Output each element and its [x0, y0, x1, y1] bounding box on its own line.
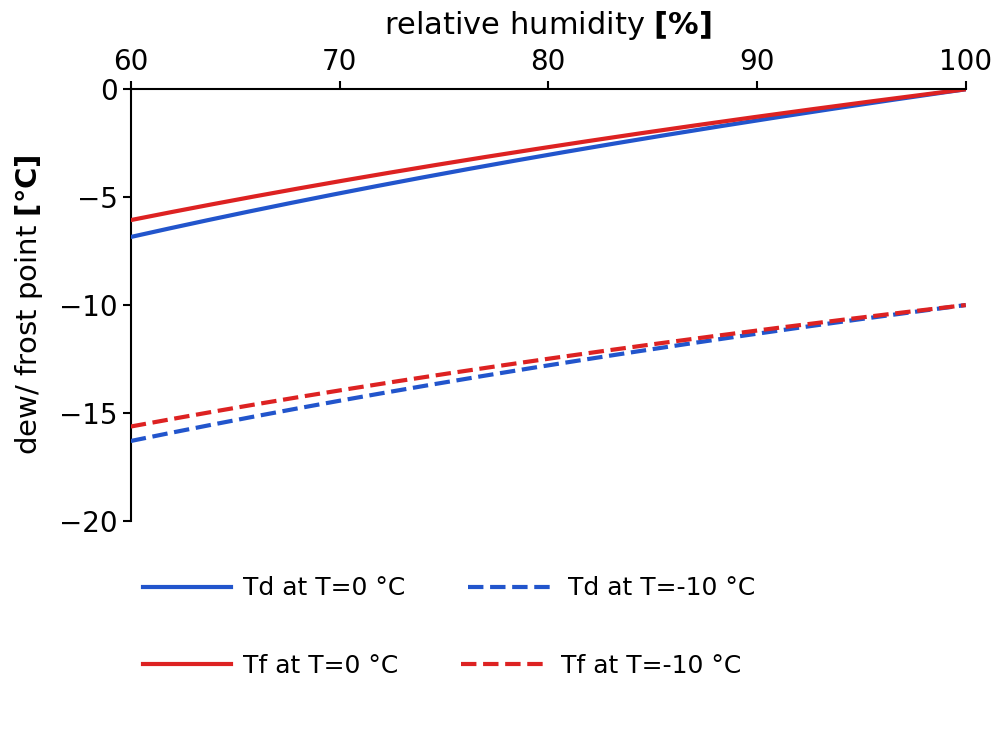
X-axis label: relative humidity $\mathbf{[\%]}$: relative humidity $\mathbf{[\%]}$ — [384, 9, 712, 42]
Y-axis label: dew/ frost point $\mathbf{[°C]}$: dew/ frost point $\mathbf{[°C]}$ — [13, 155, 45, 455]
Legend: Tf at T=0 °C, Tf at T=-10 °C: Tf at T=0 °C, Tf at T=-10 °C — [143, 654, 741, 678]
